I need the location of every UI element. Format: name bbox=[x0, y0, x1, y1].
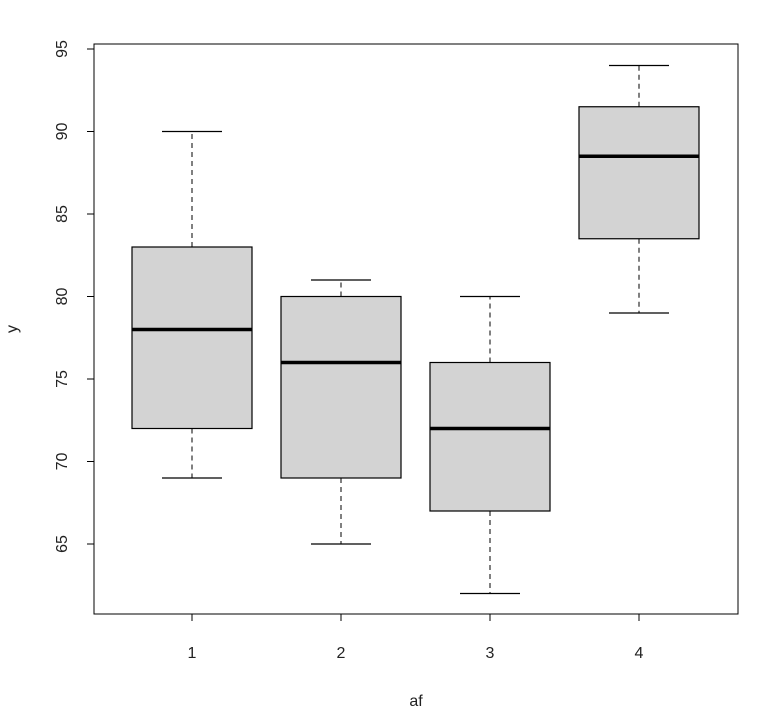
y-tick-label: 90 bbox=[54, 123, 71, 141]
iqr-box bbox=[280, 295, 402, 479]
iqr-box bbox=[131, 246, 253, 430]
box-4 bbox=[578, 64, 700, 314]
y-tick-label: 65 bbox=[54, 535, 71, 553]
x-axis: 1 2 3 4 bbox=[188, 614, 644, 662]
x-tick-label: 3 bbox=[486, 645, 495, 662]
iqr-box bbox=[429, 361, 551, 512]
y-axis-title: y bbox=[4, 325, 21, 333]
y-axis: 65 70 75 80 85 90 95 bbox=[54, 40, 94, 553]
plot-frame bbox=[93, 43, 739, 615]
x-tick-label: 2 bbox=[337, 645, 346, 662]
y-tick-label: 70 bbox=[54, 453, 71, 471]
y-tick-label: 80 bbox=[54, 288, 71, 306]
iqr-box bbox=[578, 106, 700, 240]
box-3 bbox=[429, 295, 551, 595]
x-axis-title: af bbox=[409, 693, 423, 710]
box-group bbox=[131, 64, 700, 595]
y-tick-label: 95 bbox=[54, 40, 71, 58]
y-tick-label: 75 bbox=[54, 370, 71, 388]
x-tick-label: 4 bbox=[635, 645, 644, 662]
y-tick-label: 85 bbox=[54, 205, 71, 223]
x-tick-label: 1 bbox=[188, 645, 197, 662]
box-1 bbox=[131, 130, 253, 479]
box-2 bbox=[280, 279, 402, 545]
